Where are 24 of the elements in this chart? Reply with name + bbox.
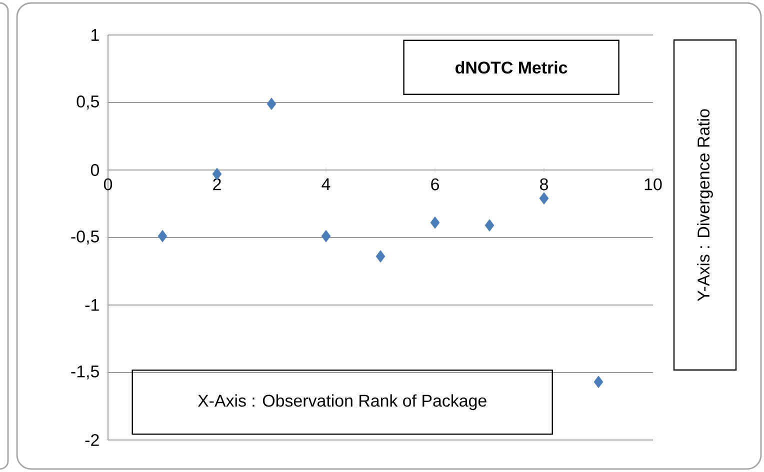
x-axis-title: X-Axis : Observation Rank of Package	[198, 394, 486, 410]
x-tick-label: 10	[644, 178, 662, 190]
text: dNOTC Metric	[456, 61, 568, 74]
point	[158, 230, 168, 242]
point	[594, 376, 604, 388]
x-tick-label: 4	[322, 178, 330, 190]
point	[539, 192, 549, 205]
point	[484, 219, 494, 232]
y-tick-label: -0,5	[71, 230, 99, 244]
y-axis-title: Y-Axis : Divergence Ratio	[697, 109, 713, 302]
y-tick-label: 1	[92, 29, 99, 41]
y-tick-label: -1,5	[71, 366, 99, 380]
point	[321, 230, 331, 242]
y-tick-label: -1	[85, 299, 99, 311]
x-tick-label: 2	[213, 178, 221, 190]
point	[376, 250, 386, 263]
y-tick-label: -2	[85, 434, 99, 446]
point	[430, 216, 440, 229]
x-tick-label: 8	[540, 178, 548, 190]
point	[266, 98, 276, 110]
x-tick-label: 6	[431, 178, 439, 190]
y-tick-label: 0,5	[76, 95, 99, 110]
y-tick-label: 0	[90, 164, 100, 176]
x-tick-label: 0	[104, 178, 112, 190]
